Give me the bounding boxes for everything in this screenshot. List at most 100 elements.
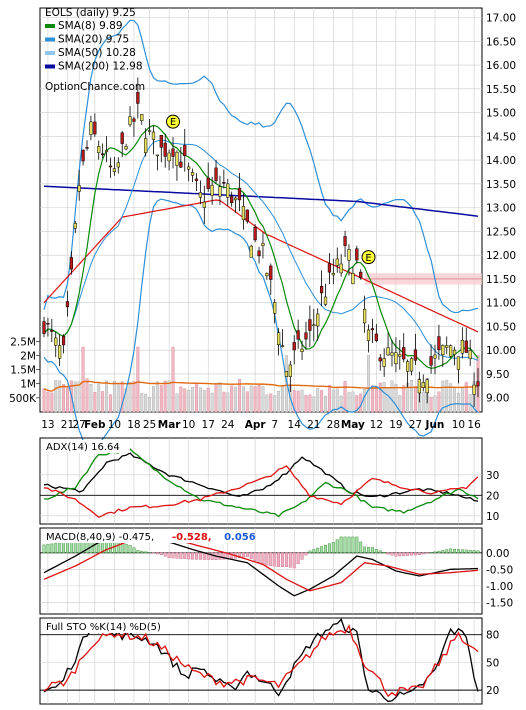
macd-histogram-bar bbox=[359, 542, 362, 553]
macd-histogram-bar bbox=[43, 545, 46, 553]
date-tick-label: 10 bbox=[182, 419, 195, 431]
candle-body bbox=[363, 309, 366, 323]
volume-bar bbox=[156, 382, 159, 412]
volume-bar bbox=[324, 396, 327, 412]
volume-bar bbox=[109, 395, 112, 412]
legend-swatch bbox=[45, 51, 55, 55]
candle-body bbox=[465, 341, 468, 353]
volume-bar bbox=[43, 389, 46, 412]
volume-bar bbox=[461, 387, 464, 412]
candle-body bbox=[222, 182, 225, 183]
candle-body bbox=[359, 272, 362, 278]
volume-bar bbox=[254, 387, 257, 412]
candle-body bbox=[172, 149, 175, 157]
volume-tick-label: 500K bbox=[9, 393, 37, 405]
volume-bar bbox=[172, 347, 175, 412]
volume-bar bbox=[402, 386, 405, 412]
volume-bar bbox=[430, 397, 433, 412]
candle-body bbox=[254, 227, 257, 240]
volume-bar bbox=[105, 381, 108, 412]
candle-body bbox=[90, 122, 93, 135]
volume-bar bbox=[469, 394, 472, 412]
macd-histogram-bar bbox=[332, 542, 335, 552]
candle-body bbox=[414, 350, 417, 361]
candle-body bbox=[453, 350, 456, 354]
volume-bar bbox=[148, 397, 151, 412]
volume-bar bbox=[164, 381, 167, 412]
macd-histogram-bar bbox=[168, 553, 171, 558]
date-tick-label: 7 bbox=[271, 419, 278, 431]
candle-body bbox=[199, 193, 202, 198]
macd-histogram-bar bbox=[133, 548, 136, 553]
osc-tick-label: -1.50 bbox=[486, 597, 513, 609]
candle-body bbox=[43, 322, 46, 334]
candle-body bbox=[461, 340, 464, 353]
candle-body bbox=[168, 153, 171, 161]
earnings-marker-label: E bbox=[365, 253, 371, 264]
macd-histogram-bar bbox=[414, 553, 417, 555]
volume-bar bbox=[82, 347, 85, 412]
price-tick-label: 17.00 bbox=[486, 13, 516, 25]
osc-tick-label: 20 bbox=[486, 685, 499, 697]
candle-body bbox=[473, 385, 476, 394]
macd-histogram-bar bbox=[309, 551, 312, 553]
macd-histogram-bar bbox=[449, 549, 452, 553]
candle-body bbox=[238, 188, 241, 200]
candle-body bbox=[391, 353, 394, 356]
macd-histogram-bar bbox=[187, 553, 190, 559]
macd-histogram-bar bbox=[137, 550, 140, 552]
volume-bar bbox=[352, 392, 355, 412]
volume-bar bbox=[101, 391, 104, 412]
candle-body bbox=[398, 354, 401, 356]
candle-body bbox=[156, 155, 159, 156]
candle-body bbox=[332, 273, 335, 275]
candle-body bbox=[430, 356, 433, 365]
macd-histogram-bar bbox=[320, 547, 323, 553]
candle-body bbox=[336, 259, 339, 266]
legend-label: SMA(200) 12.98 bbox=[58, 61, 143, 73]
candle-body bbox=[477, 382, 480, 386]
price-tick-label: 15.00 bbox=[486, 108, 516, 120]
volume-bar bbox=[258, 385, 261, 412]
candle-body bbox=[54, 338, 57, 345]
macd-histogram-bar bbox=[191, 553, 194, 559]
price-tick-label: 11.50 bbox=[486, 274, 516, 286]
volume-bar bbox=[438, 392, 441, 412]
date-tick-label: Mar bbox=[158, 419, 182, 431]
candle-body bbox=[410, 358, 413, 371]
volume-bar bbox=[230, 386, 233, 412]
macd-histogram-bar bbox=[371, 548, 374, 553]
candle-body bbox=[50, 330, 53, 331]
macd-histogram-bar bbox=[348, 537, 351, 553]
volume-bar bbox=[203, 390, 206, 412]
volume-bar bbox=[297, 391, 300, 412]
price-tick-label: 13.00 bbox=[486, 203, 516, 215]
volume-bar bbox=[191, 387, 194, 412]
macd-histogram-bar bbox=[457, 549, 460, 552]
candle-body bbox=[289, 365, 292, 377]
volume-bar bbox=[410, 380, 413, 412]
macd-histogram-bar bbox=[273, 553, 276, 566]
candle-body bbox=[93, 122, 96, 134]
candle-body bbox=[148, 131, 151, 132]
candle-body bbox=[277, 333, 280, 345]
volume-bar bbox=[266, 395, 269, 412]
macd-histogram-bar bbox=[172, 553, 175, 558]
macd-histogram-bar bbox=[438, 551, 441, 553]
candle-body bbox=[121, 133, 124, 144]
volume-bar bbox=[375, 386, 378, 412]
candle-body bbox=[469, 350, 472, 358]
candle-body bbox=[215, 168, 218, 181]
legend-swatch bbox=[45, 24, 55, 28]
macd-histogram-bar bbox=[395, 553, 398, 556]
candle-body bbox=[293, 342, 296, 350]
macd-histogram-bar bbox=[293, 553, 296, 568]
macd-histogram-bar bbox=[313, 549, 316, 552]
volume-bar bbox=[226, 393, 229, 412]
macd-histogram-bar bbox=[211, 553, 214, 560]
candle-body bbox=[136, 92, 139, 103]
candle-body bbox=[47, 323, 50, 324]
macd-histogram-bar bbox=[305, 553, 308, 555]
